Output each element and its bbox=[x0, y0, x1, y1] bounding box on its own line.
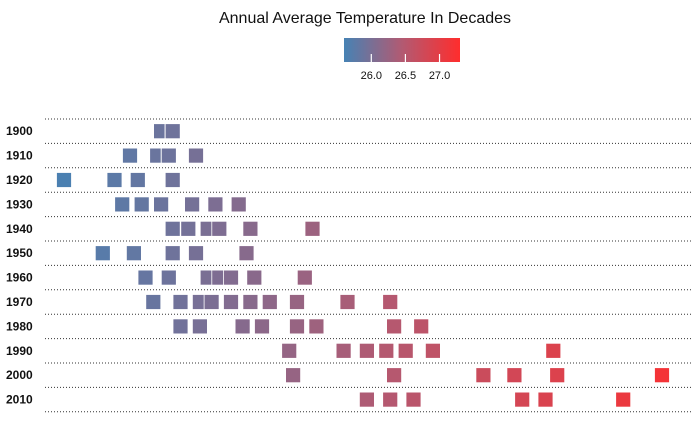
data-point bbox=[289, 294, 305, 310]
y-tick-label: 1950 bbox=[6, 246, 33, 260]
data-point bbox=[382, 294, 399, 310]
y-tick-label: 1990 bbox=[6, 344, 33, 358]
data-point bbox=[133, 196, 150, 213]
data-point bbox=[304, 220, 321, 237]
data-point bbox=[424, 342, 441, 359]
data-point bbox=[188, 245, 204, 262]
data-point bbox=[94, 245, 111, 262]
y-tick-label: 1970 bbox=[6, 295, 33, 309]
data-point bbox=[126, 245, 142, 262]
data-point bbox=[405, 391, 422, 408]
gridlines bbox=[45, 118, 692, 413]
colorbar-tick-label: 26.0 bbox=[361, 70, 382, 82]
data-point bbox=[506, 367, 523, 384]
data-point bbox=[339, 294, 356, 310]
data-point bbox=[164, 245, 181, 262]
data-point bbox=[230, 196, 247, 213]
y-tick-label: 1960 bbox=[6, 271, 33, 285]
data-point bbox=[386, 318, 403, 335]
data-point bbox=[413, 318, 430, 335]
data-point bbox=[223, 294, 239, 310]
data-point bbox=[254, 318, 270, 335]
data-point bbox=[234, 318, 251, 335]
data-point bbox=[114, 196, 131, 213]
data-point bbox=[164, 220, 181, 237]
y-tick-label: 1900 bbox=[6, 124, 33, 138]
y-tick-label: 1920 bbox=[6, 173, 33, 187]
data-point bbox=[242, 294, 259, 310]
data-point bbox=[335, 342, 352, 359]
data-point bbox=[180, 220, 197, 237]
y-tick-label: 1940 bbox=[6, 222, 33, 236]
data-point bbox=[137, 269, 154, 286]
data-point bbox=[238, 245, 255, 262]
y-tick-label: 2010 bbox=[6, 393, 33, 407]
data-point bbox=[164, 123, 181, 140]
data-point bbox=[129, 172, 146, 188]
chart-title: Annual Average Temperature In Decades bbox=[219, 10, 511, 27]
data-point bbox=[211, 220, 228, 237]
data-point bbox=[184, 196, 201, 213]
data-point bbox=[106, 172, 123, 188]
data-point bbox=[56, 172, 72, 188]
data-point bbox=[475, 367, 492, 384]
data-point bbox=[203, 294, 220, 310]
data-point bbox=[160, 147, 177, 164]
data-point bbox=[164, 172, 181, 188]
data-point bbox=[261, 294, 278, 310]
colorbar-gradient bbox=[344, 38, 460, 62]
data-point bbox=[615, 391, 632, 408]
data-point bbox=[188, 147, 204, 164]
data-point bbox=[160, 269, 177, 286]
data-point bbox=[378, 342, 395, 359]
data-point bbox=[223, 269, 239, 286]
data-point bbox=[545, 342, 562, 359]
y-axis-labels: 1900 1910 1920 1930 1940 1950 1960 1970 1980 1990… bbox=[6, 124, 33, 406]
data-point bbox=[537, 391, 554, 408]
y-tick-label: 1910 bbox=[6, 149, 33, 163]
data-point bbox=[246, 269, 263, 286]
y-tick-label: 1930 bbox=[6, 197, 33, 211]
colorbar-ticks: 26.0 26.5 27.0 bbox=[361, 54, 450, 82]
data-point bbox=[289, 318, 305, 335]
data-point bbox=[549, 367, 566, 384]
data-point bbox=[145, 294, 162, 310]
y-tick-label: 1980 bbox=[6, 319, 33, 333]
data-point bbox=[285, 367, 302, 384]
plot-marks bbox=[56, 123, 670, 408]
data-point bbox=[153, 196, 170, 213]
data-point bbox=[382, 391, 399, 408]
data-point bbox=[242, 220, 259, 237]
data-point bbox=[207, 196, 224, 213]
data-point bbox=[514, 391, 531, 408]
data-point bbox=[172, 318, 189, 335]
data-point bbox=[281, 342, 298, 359]
y-tick-label: 2000 bbox=[6, 368, 33, 382]
data-point bbox=[386, 367, 403, 384]
data-point bbox=[397, 342, 414, 359]
data-point bbox=[296, 269, 313, 286]
colorbar-tick-label: 27.0 bbox=[429, 70, 450, 82]
data-point bbox=[654, 367, 670, 384]
data-point bbox=[358, 342, 375, 359]
data-point bbox=[358, 391, 375, 408]
data-point bbox=[308, 318, 325, 335]
data-point bbox=[172, 294, 189, 310]
data-point bbox=[122, 147, 138, 164]
data-point bbox=[191, 318, 208, 335]
colorbar-tick-label: 26.5 bbox=[395, 70, 416, 82]
colorbar: 26.0 26.5 27.0 bbox=[344, 38, 460, 82]
